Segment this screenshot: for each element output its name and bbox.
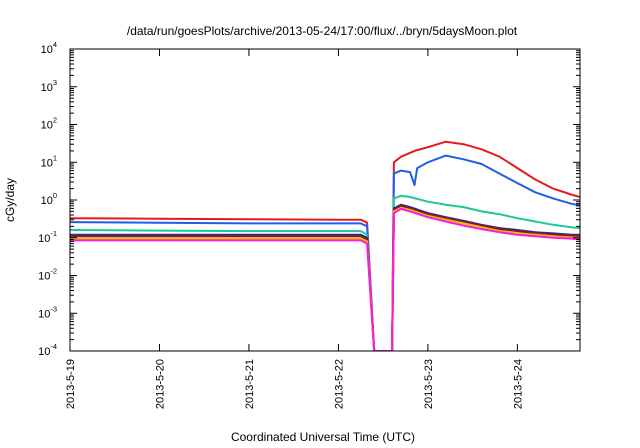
x-tick-label: 2013-5-24 <box>512 359 524 409</box>
plot-series <box>70 140 580 351</box>
y-tick-label: 10-1 <box>38 229 57 245</box>
series-line-4 <box>70 204 580 351</box>
y-tick-label: 101 <box>41 153 57 169</box>
y-tick-label: 100 <box>41 191 57 207</box>
series-line-2 <box>70 194 580 351</box>
series-line-0 <box>70 140 580 351</box>
x-tick-label: 2013-5-21 <box>244 359 256 409</box>
y-axis: 10-4 10-3 10-2 10-1 100 101 102 103 104 <box>38 40 580 358</box>
plot-frame <box>69 48 581 352</box>
x-tick-label: 2013-5-23 <box>423 359 435 409</box>
chart-title: /data/run/goesPlots/archive/2013-05-24/1… <box>127 24 518 38</box>
x-tick-label: 2013-5-19 <box>65 359 77 409</box>
y-tick-label: 102 <box>41 116 57 132</box>
y-axis-label: cGy/day <box>3 178 17 222</box>
y-tick-label: 104 <box>41 40 57 56</box>
y-tick-label: 10-3 <box>38 304 57 320</box>
x-tick-label: 2013-5-20 <box>154 359 166 409</box>
y-tick-label: 103 <box>41 78 57 94</box>
series-line-1 <box>70 154 580 351</box>
y-tick-label: 10-2 <box>38 267 57 283</box>
series-line-3 <box>70 203 580 351</box>
series-line-6 <box>70 207 580 351</box>
y-tick-label: 10-4 <box>38 342 57 358</box>
x-tick-label: 2013-5-22 <box>333 359 345 409</box>
x-axis: 2013-5-19 2013-5-20 2013-5-21 2013-5-22 2013… <box>65 49 524 409</box>
x-axis-label: Coordinated Universal Time (UTC) <box>231 430 415 444</box>
series-line-5 <box>70 206 580 351</box>
